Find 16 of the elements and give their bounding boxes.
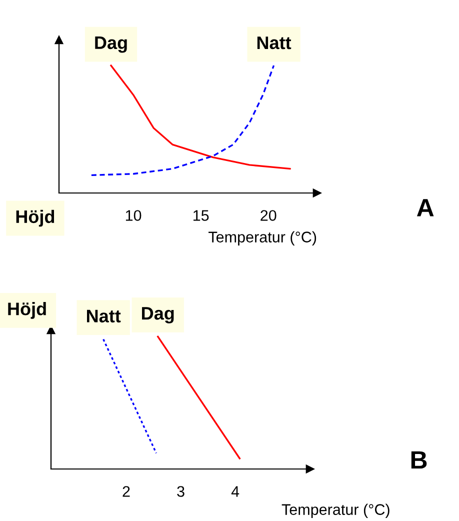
y-axis-title: Höjd [16,210,54,227]
x-tick-label: 3 [177,486,184,497]
x-tick-label: 15 [194,210,209,221]
x-tick-label: 20 [260,210,276,221]
x-tick-label: 10 [126,210,142,221]
text: A [416,199,434,216]
x-axis-title: Temperatur (°C) [208,231,316,246]
text: B [411,451,427,469]
series-label: Dag [95,36,127,53]
series-label: Natt [87,310,121,322]
x-axis-title: Temperatur (°C) [282,504,390,518]
series-label: Dag [142,307,174,324]
x-tick-label: 4 [231,486,240,497]
series-label: Natt [257,36,292,50]
y-axis-title: Höjd [8,302,46,319]
x-tick-label: 2 [122,486,130,497]
